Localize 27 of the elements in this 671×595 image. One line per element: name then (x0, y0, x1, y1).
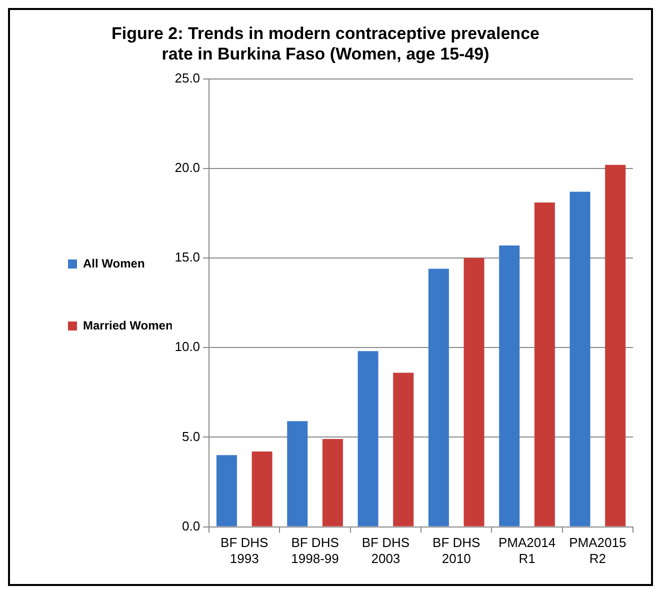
bar (499, 245, 520, 526)
bar (322, 438, 343, 526)
bar (393, 372, 414, 526)
bar (570, 192, 590, 526)
y-tick-label: 15.0 (174, 250, 200, 265)
x-tick-label: BF DHS 2003 (362, 535, 410, 566)
bar (605, 164, 626, 526)
bar (464, 258, 484, 526)
bar (287, 421, 308, 526)
bar (428, 268, 449, 526)
x-tick-label: BF DHS 1998-99 (291, 535, 340, 566)
bar (252, 452, 272, 526)
legend-label: All Women (83, 256, 145, 270)
x-tick-label: PMA2015 R2 (569, 535, 626, 566)
x-tick-label: PMA2014 R1 (498, 535, 556, 566)
y-tick-label: 0.0 (182, 518, 200, 534)
y-tick-label: 20.0 (174, 160, 200, 175)
y-tick-label: 25.0 (174, 70, 200, 86)
legend-label: Married Women (83, 318, 173, 332)
x-tick-label: BF DHS 1993 (220, 535, 269, 566)
bar (534, 202, 555, 526)
y-tick-label: 10.0 (174, 339, 200, 354)
bar (358, 351, 378, 526)
y-tick-label: 5.0 (182, 428, 200, 444)
bar (216, 455, 237, 526)
chart-title: Figure 2: Trends in modern contraceptive prevalence rate in Burkina Faso (Women, age 15-49) (112, 24, 540, 64)
x-tick-label: BF DHS 2010 (432, 535, 481, 566)
